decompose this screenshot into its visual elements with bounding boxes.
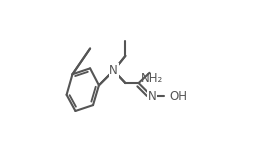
Text: N: N <box>148 90 156 103</box>
Text: NH₂: NH₂ <box>141 72 163 85</box>
Text: N: N <box>109 64 118 77</box>
Text: OH: OH <box>169 90 187 103</box>
